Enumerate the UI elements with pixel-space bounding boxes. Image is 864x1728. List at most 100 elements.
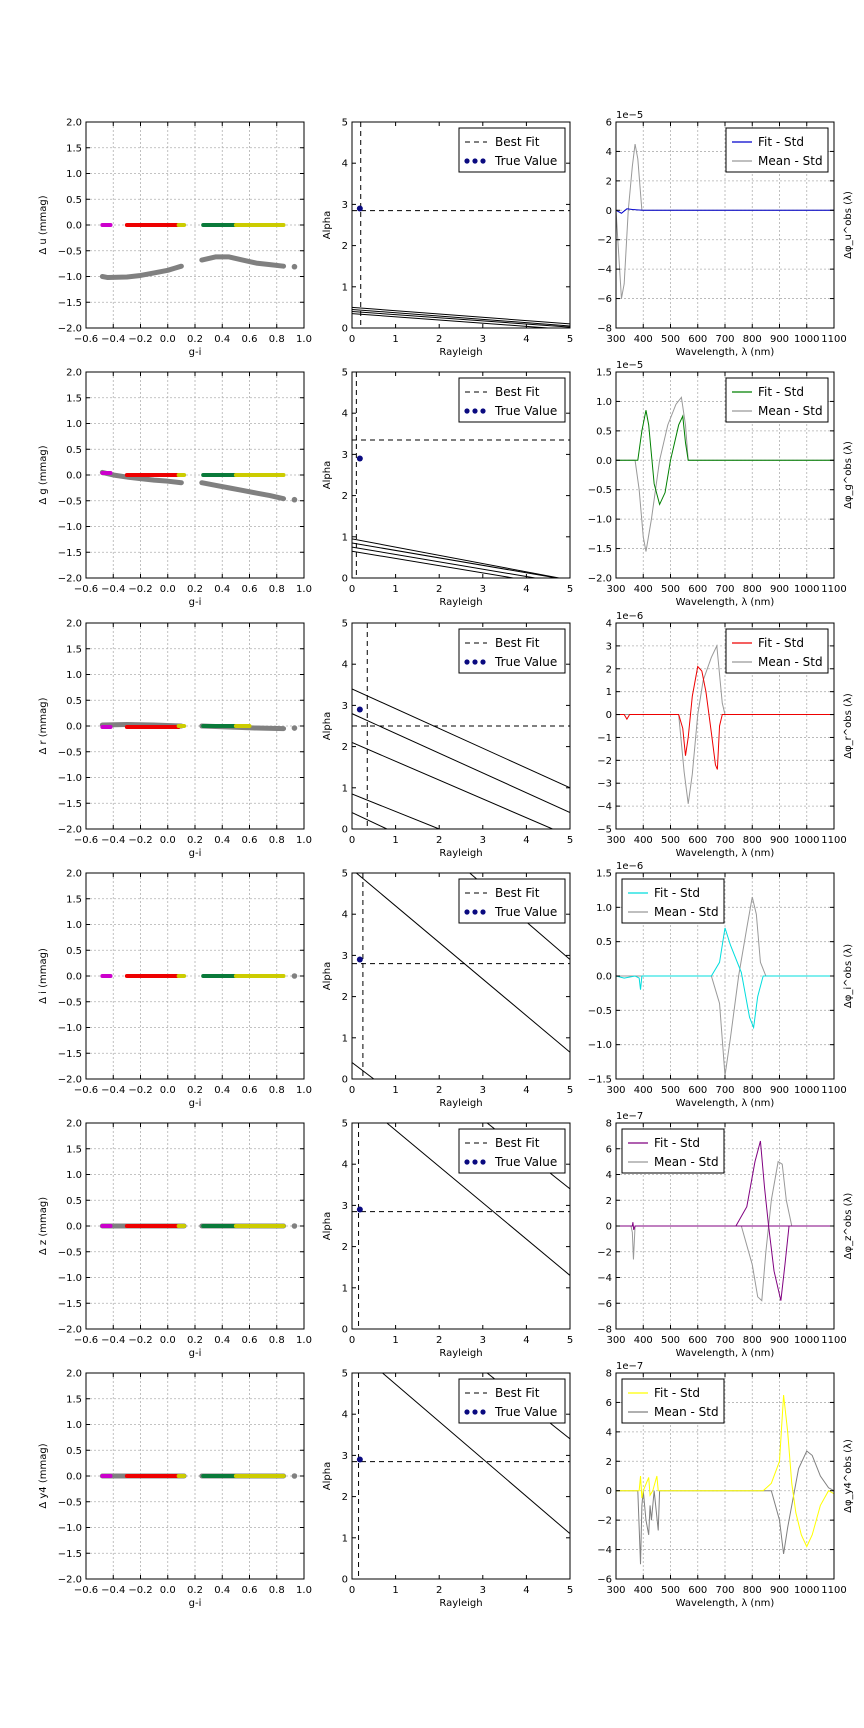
x-tick-label: 0 xyxy=(349,1585,355,1596)
y-axis-label: Δ r (mmag) xyxy=(38,697,49,754)
legend-swatch-true-value xyxy=(464,408,470,414)
x-tick-label: 2 xyxy=(436,835,442,846)
x-tick-label: 0.6 xyxy=(242,584,258,595)
y-tick-label: 3 xyxy=(606,641,612,652)
x-axis-label: Rayleigh xyxy=(439,1598,482,1609)
legend-label: True Value xyxy=(494,154,557,168)
x-tick-label: 1000 xyxy=(794,334,819,345)
true-value-point xyxy=(356,706,363,713)
x-tick-label: 600 xyxy=(688,1085,707,1096)
y-tick-label: −0.5 xyxy=(58,1247,82,1258)
data-point xyxy=(291,973,298,979)
x-axis-label: g-i xyxy=(189,848,202,859)
y-tick-label: 1.5 xyxy=(596,368,612,379)
y-tick-label: 4 xyxy=(606,1170,612,1181)
y-tick-label: −6 xyxy=(597,294,612,305)
y-tick-label: 0.5 xyxy=(66,1446,82,1457)
plot-area xyxy=(99,469,298,503)
y-tick-label: 2 xyxy=(342,992,348,1003)
x-tick-label: 1.0 xyxy=(296,584,312,595)
x-tick-label: 0.2 xyxy=(187,1585,203,1596)
x-tick-label: 1100 xyxy=(821,1585,846,1596)
y-axis-label: Δ u (mmag) xyxy=(38,195,49,254)
y-tick-label: 3 xyxy=(342,200,348,211)
x-tick-label: 3 xyxy=(480,1585,486,1596)
plot-area xyxy=(99,1223,298,1229)
x-tick-label: 0.2 xyxy=(187,1335,203,1346)
legend-label: Fit - Std xyxy=(758,385,804,399)
x-tick-label: 700 xyxy=(715,1585,734,1596)
axis-multiplier: 1e−5 xyxy=(616,110,643,121)
y-axis-label: Alpha xyxy=(322,1462,333,1490)
x-tick-label: 0.0 xyxy=(160,584,176,595)
y-tick-label: −0.5 xyxy=(58,496,82,507)
y-tick-label: 3 xyxy=(342,701,348,712)
x-tick-label: 2 xyxy=(436,584,442,595)
chart-a5: −0.6 −0.4 −0.2 0.0 0.2 0.4 0.6 0.8 1.0 −2.0 −1.5 −1… xyxy=(38,1119,312,1360)
x-tick-label: 1000 xyxy=(794,1585,819,1596)
x-tick-label: 4 xyxy=(523,1085,529,1096)
y-tick-label: −2.0 xyxy=(58,574,82,585)
y-tick-label: −2 xyxy=(597,756,612,767)
y-tick-label: 4 xyxy=(606,147,612,158)
chart-c5: 300 400 500 600 700 800 900 1000 1100 −8 −6 −4 −2 0 2 4… xyxy=(597,1111,854,1359)
true-value-point xyxy=(356,455,363,462)
y-tick-label: −1.0 xyxy=(58,272,82,283)
axes-frame xyxy=(351,121,571,329)
x-tick-label: 700 xyxy=(715,584,734,595)
x-tick-label: 0.8 xyxy=(269,1585,285,1596)
x-tick-label: 800 xyxy=(743,584,762,595)
y-tick-label: 4 xyxy=(342,159,348,170)
legend-swatch-true-value xyxy=(472,408,478,414)
legend-swatch-true-value xyxy=(464,659,470,665)
y-tick-label: 2 xyxy=(342,241,348,252)
axes-frame xyxy=(351,1122,571,1330)
x-tick-label: 600 xyxy=(688,1335,707,1346)
x-tick-label: 0.8 xyxy=(269,334,285,345)
x-tick-label: 0.2 xyxy=(187,835,203,846)
data-curve xyxy=(199,480,287,502)
y-tick-label: 1 xyxy=(342,532,348,543)
x-tick-label: 2 xyxy=(436,1085,442,1096)
legend-label: Best Fit xyxy=(495,135,540,149)
x-tick-label: 600 xyxy=(688,1585,707,1596)
data-point xyxy=(291,725,298,731)
x-tick-label: 1100 xyxy=(821,584,846,595)
x-tick-label: 0.4 xyxy=(214,1335,230,1346)
y-tick-label: −1.0 xyxy=(58,773,82,784)
x-tick-label: 1100 xyxy=(821,334,846,345)
y-tick-label: 0.0 xyxy=(596,456,612,467)
y-tick-label: 4 xyxy=(342,660,348,671)
series-line xyxy=(616,208,834,214)
y-tick-label: 0 xyxy=(342,1325,348,1336)
chart-c6: 300 400 500 600 700 800 900 1000 1100 −6 −4 −2 0 2 4 6 8… xyxy=(597,1361,854,1609)
axes-frame xyxy=(351,1372,571,1580)
x-axis-label: g-i xyxy=(189,1098,202,1109)
chart-c2: 300 400 500 600 700 800 900 1000 1100 −2.0 −1.5 −1.… xyxy=(588,360,854,608)
plot-area xyxy=(616,396,834,552)
legend-label: Best Fit xyxy=(495,636,540,650)
x-tick-label: 5 xyxy=(567,334,573,345)
x-tick-label: 500 xyxy=(661,835,680,846)
y-tick-label: 4 xyxy=(606,619,612,630)
axis-multiplier: 1e−7 xyxy=(616,1361,643,1372)
y-tick-label: 2 xyxy=(606,1196,612,1207)
legend-label: Fit - Std xyxy=(654,1136,700,1150)
y-tick-label: 1 xyxy=(342,1283,348,1294)
x-tick-label: 1100 xyxy=(821,1335,846,1346)
x-tick-label: −0.4 xyxy=(101,1085,125,1096)
contour-line xyxy=(352,550,514,578)
y-tick-label: 0 xyxy=(606,710,612,721)
legend-box xyxy=(458,878,566,924)
x-tick-label: 600 xyxy=(688,334,707,345)
x-tick-label: 1.0 xyxy=(296,1085,312,1096)
y-tick-label: 3 xyxy=(342,450,348,461)
x-tick-label: 0.0 xyxy=(160,1335,176,1346)
legend-swatch-true-value xyxy=(472,659,478,665)
y-tick-label: −2.0 xyxy=(588,574,612,585)
y-tick-label: 0.5 xyxy=(596,426,612,437)
x-tick-label: 500 xyxy=(661,334,680,345)
x-tick-label: 900 xyxy=(770,584,789,595)
x-tick-label: 0.0 xyxy=(160,835,176,846)
plot-area xyxy=(352,372,570,578)
